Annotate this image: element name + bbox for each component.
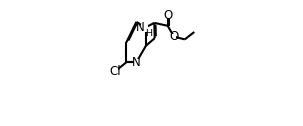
- Text: Cl: Cl: [109, 65, 121, 78]
- Bar: [112, 68, 118, 74]
- Bar: [141, 24, 148, 32]
- Text: N: N: [135, 21, 144, 34]
- Bar: [166, 13, 170, 18]
- Text: O: O: [163, 9, 172, 22]
- Bar: [134, 59, 138, 65]
- Text: H: H: [145, 29, 152, 38]
- Text: N: N: [132, 56, 141, 69]
- Bar: [172, 34, 176, 40]
- Text: O: O: [169, 30, 178, 43]
